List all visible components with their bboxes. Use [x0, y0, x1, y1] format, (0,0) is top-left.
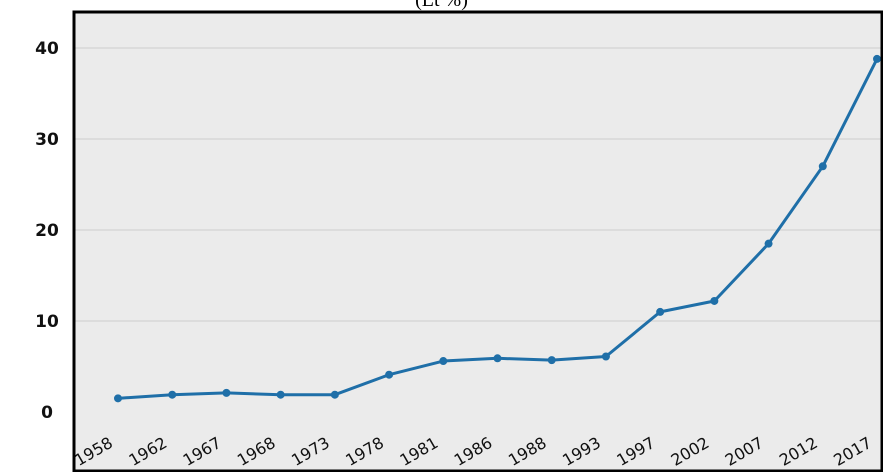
data-point-1967 [222, 388, 231, 397]
data-point-1997 [656, 307, 665, 316]
data-point-2007 [764, 239, 773, 248]
chart-title: (Lt %) [415, 0, 468, 11]
data-point-2012 [818, 162, 827, 171]
series-points [114, 54, 881, 403]
data-point-2002 [710, 296, 719, 305]
data-point-1986 [493, 354, 502, 363]
plot-background [75, 13, 881, 470]
plot-frame [72, 10, 883, 473]
data-point-2017 [873, 54, 881, 63]
data-point-1988 [547, 356, 556, 365]
y-tick-label: 0 [41, 403, 53, 423]
y-tick-label: 10 [35, 312, 59, 332]
data-point-1968 [276, 390, 285, 399]
data-point-1993 [601, 352, 610, 361]
data-point-1958 [114, 394, 122, 403]
x-axis-ticks: 1958 1962 1967 1968 1973 1978 1981 1986 1988 1993… [71, 433, 875, 470]
y-tick-label: 20 [35, 221, 59, 241]
y-tick-label: 30 [35, 130, 59, 150]
gridlines [75, 47, 881, 322]
data-point-1981 [439, 357, 448, 366]
data-point-1973 [330, 390, 339, 399]
data-point-1978 [385, 370, 394, 379]
y-axis-ticks: 0 10 20 30 40 [35, 39, 59, 423]
data-point-1962 [168, 390, 177, 399]
y-tick-label: 40 [35, 39, 59, 59]
